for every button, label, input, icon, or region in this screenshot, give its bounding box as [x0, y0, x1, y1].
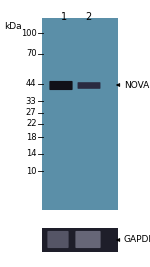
Text: 1: 1	[61, 12, 67, 22]
Text: NOVA1: NOVA1	[124, 80, 150, 89]
Text: 18: 18	[26, 132, 36, 142]
Text: 100: 100	[21, 29, 36, 37]
Text: 10: 10	[26, 167, 36, 175]
Text: GAPDH: GAPDH	[124, 235, 150, 245]
FancyBboxPatch shape	[47, 231, 69, 248]
Text: 14: 14	[26, 150, 36, 159]
Bar	[42, 18, 118, 210]
Text: 27: 27	[26, 108, 36, 117]
FancyBboxPatch shape	[75, 231, 101, 248]
Bar	[42, 228, 118, 252]
Text: kDa: kDa	[4, 22, 22, 31]
Text: 33: 33	[26, 96, 36, 105]
Text: 70: 70	[26, 49, 36, 58]
Text: 22: 22	[26, 120, 36, 128]
Text: 2: 2	[85, 12, 91, 22]
Text: 44: 44	[26, 80, 36, 88]
FancyBboxPatch shape	[49, 81, 73, 90]
FancyBboxPatch shape	[78, 82, 100, 89]
